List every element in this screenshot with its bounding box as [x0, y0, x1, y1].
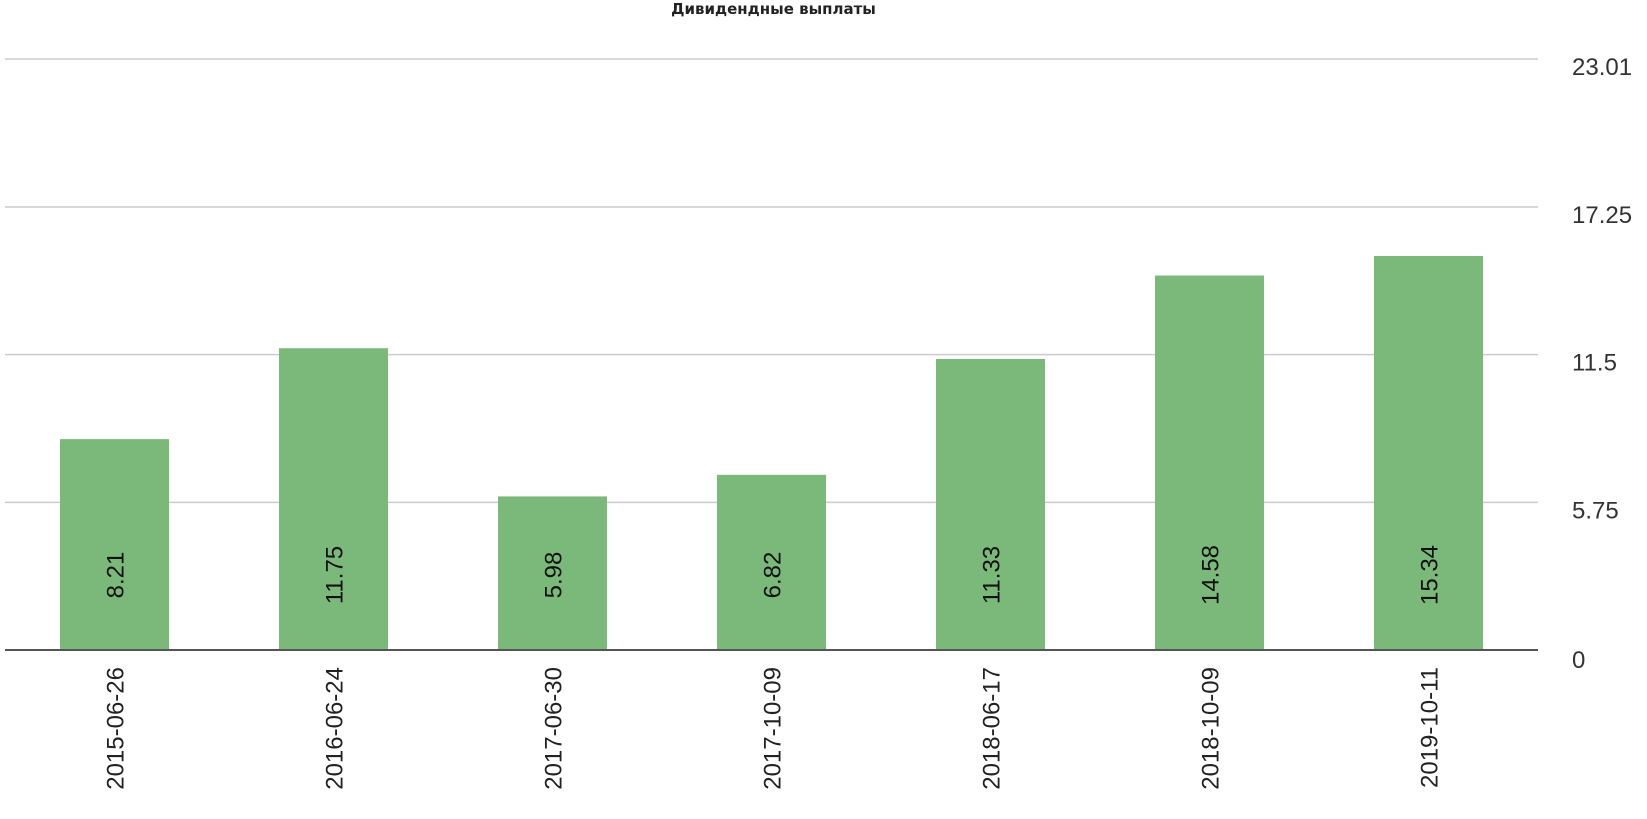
bar-value-label: 6.82	[760, 552, 787, 599]
bar[interactable]	[498, 496, 607, 650]
x-tick-label: 2016-06-24	[322, 667, 349, 790]
x-tick-label: 2018-10-09	[1198, 667, 1225, 790]
x-tick-label: 2019-10-11	[1417, 667, 1444, 788]
x-tick-label: 2017-06-30	[541, 667, 568, 790]
x-axis-ticks: 2015-06-26 2016-06-24 2017-06-30 2017-10-09…	[103, 667, 1444, 790]
chart-title: Дивидендные выплаты	[671, 0, 876, 18]
value-labels: 8.21 11.75 5.98 6.82 11.33 14.58 15.34	[103, 545, 1444, 605]
bar[interactable]	[1374, 256, 1483, 650]
bar-value-label: 15.34	[1417, 545, 1444, 605]
bar[interactable]	[60, 439, 169, 650]
y-tick-label: 5.75	[1572, 497, 1619, 524]
bar[interactable]	[717, 474, 826, 650]
y-tick-label: 0	[1572, 647, 1585, 674]
bar[interactable]	[1155, 275, 1264, 650]
x-tick-label: 2017-10-09	[760, 667, 787, 790]
bar-value-label: 8.21	[103, 552, 130, 599]
y-axis-ticks: 0 5.75 11.5 17.25 23.01	[1572, 54, 1632, 674]
y-tick-label: 11.5	[1572, 350, 1617, 377]
grid-lines	[5, 58, 1538, 504]
x-tick-label: 2015-06-26	[103, 667, 130, 790]
bar-value-label: 11.33	[979, 546, 1006, 604]
bar[interactable]	[279, 348, 388, 650]
x-tick-label: 2018-06-17	[979, 667, 1006, 790]
bar[interactable]	[936, 358, 1045, 650]
bar-value-label: 5.98	[541, 552, 568, 599]
bar-value-label: 14.58	[1198, 545, 1225, 605]
bars	[60, 256, 1483, 650]
y-tick-label: 23.01	[1572, 54, 1632, 81]
bar-value-label: 11.75	[322, 546, 349, 604]
y-tick-label: 17.25	[1572, 202, 1632, 229]
